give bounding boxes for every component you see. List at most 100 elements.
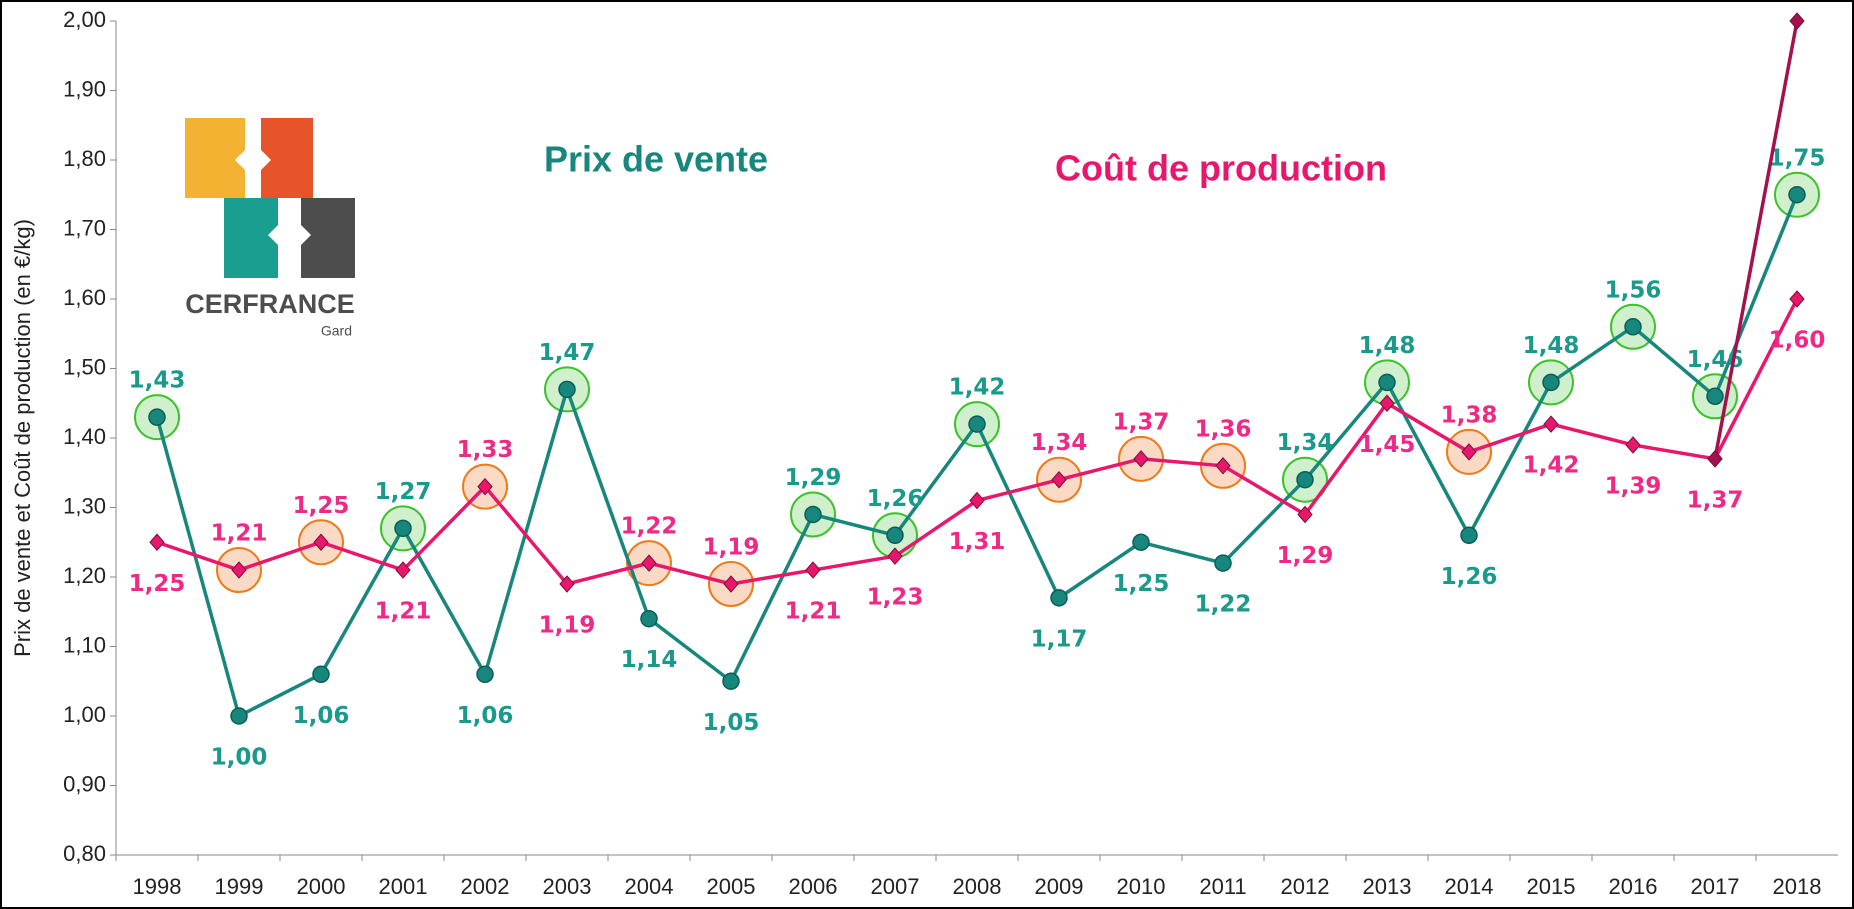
marker bbox=[1296, 470, 1314, 489]
marker bbox=[804, 505, 822, 524]
marker bbox=[641, 554, 657, 572]
value-label: 1,14 bbox=[621, 647, 678, 673]
marker bbox=[1625, 436, 1641, 454]
marker bbox=[968, 415, 986, 433]
value-label: 1,19 bbox=[703, 534, 760, 560]
value-label: 1,38 bbox=[1441, 402, 1498, 428]
marker bbox=[1461, 443, 1477, 461]
value-label: 1,43 bbox=[129, 368, 186, 394]
marker bbox=[1543, 415, 1559, 433]
value-label: 1,34 bbox=[1031, 430, 1088, 456]
marker bbox=[1050, 589, 1068, 607]
x-tick-label: 2011 bbox=[1199, 874, 1246, 899]
y-tick-label: 1,20 bbox=[63, 563, 106, 588]
marker bbox=[640, 609, 658, 628]
value-label: 1,06 bbox=[457, 703, 514, 729]
value-label: 1,23 bbox=[867, 585, 924, 611]
marker bbox=[1789, 12, 1805, 30]
x-tick-label: 2007 bbox=[871, 874, 920, 899]
marker bbox=[1707, 450, 1723, 468]
y-tick-label: 1,40 bbox=[63, 424, 106, 449]
value-label: 1,25 bbox=[293, 493, 350, 519]
x-tick-label: 2014 bbox=[1445, 874, 1494, 899]
x-tick-label: 2006 bbox=[789, 874, 838, 899]
value-label: 1,00 bbox=[211, 745, 268, 771]
x-tick-label: 2005 bbox=[707, 874, 756, 899]
x-tick-label: 2015 bbox=[1527, 874, 1576, 899]
logo-tile bbox=[301, 198, 355, 278]
x-tick-label: 2008 bbox=[953, 874, 1002, 899]
y-tick-label: 1,80 bbox=[63, 146, 106, 171]
marker bbox=[1215, 457, 1231, 475]
y-tick-label: 1,30 bbox=[63, 493, 106, 518]
marker bbox=[476, 665, 494, 684]
marker bbox=[1297, 505, 1313, 524]
value-label: 1,42 bbox=[949, 375, 1006, 401]
y-tick-label: 1,50 bbox=[63, 354, 106, 379]
value-label: 1,34 bbox=[1277, 430, 1334, 456]
y-tick-label: 1,00 bbox=[63, 702, 106, 727]
value-label: 1,42 bbox=[1523, 453, 1580, 479]
marker bbox=[887, 547, 903, 565]
value-label: 1,26 bbox=[867, 486, 924, 512]
value-label: 1,06 bbox=[293, 703, 350, 729]
logo-sub: Gard bbox=[321, 323, 352, 339]
value-label: 1,05 bbox=[703, 710, 760, 736]
value-label: 1,27 bbox=[375, 479, 432, 505]
y-tick-label: 1,70 bbox=[63, 215, 106, 240]
y-tick-label: 0,90 bbox=[63, 771, 106, 796]
x-tick-label: 2012 bbox=[1281, 874, 1330, 899]
marker bbox=[230, 707, 248, 725]
logo-tile bbox=[224, 198, 278, 278]
y-tick-label: 0,80 bbox=[63, 841, 106, 866]
value-label: 1,25 bbox=[1113, 571, 1170, 597]
value-label: 1,31 bbox=[949, 529, 1006, 555]
logo-tile bbox=[261, 118, 313, 198]
logo: CERFRANCE Gard bbox=[185, 118, 355, 339]
value-label: 1,21 bbox=[785, 599, 842, 625]
value-label: 1,17 bbox=[1031, 626, 1088, 652]
logo-name: CERFRANCE bbox=[185, 289, 355, 319]
series-line bbox=[1713, 20, 1799, 460]
marker bbox=[1789, 290, 1805, 308]
marker bbox=[722, 672, 740, 690]
value-label: 1,36 bbox=[1195, 416, 1252, 442]
x-tick-label: 2017 bbox=[1691, 874, 1740, 899]
logo-tile bbox=[185, 118, 245, 198]
y-tick-label: 1,10 bbox=[63, 632, 106, 657]
value-label: 1,47 bbox=[539, 340, 596, 366]
x-tick-label: 1999 bbox=[215, 874, 264, 899]
marker bbox=[1214, 554, 1232, 572]
marker bbox=[1132, 533, 1150, 551]
value-label: 1,48 bbox=[1523, 333, 1580, 359]
x-tick-label: 2018 bbox=[1773, 874, 1822, 899]
marker bbox=[148, 408, 166, 426]
value-label: 1,45 bbox=[1359, 432, 1416, 458]
value-label: 1,22 bbox=[621, 514, 678, 540]
y-tick-label: 1,90 bbox=[63, 76, 106, 101]
x-tick-label: 2001 bbox=[379, 874, 428, 899]
x-tick-label: 2013 bbox=[1363, 874, 1412, 899]
x-tick-label: 2000 bbox=[297, 874, 346, 899]
marker bbox=[1460, 526, 1478, 545]
value-label: 1,25 bbox=[129, 571, 186, 597]
value-label: 1,19 bbox=[539, 612, 596, 638]
series-label: Prix de vente bbox=[544, 139, 768, 180]
value-label: 1,75 bbox=[1769, 145, 1826, 171]
marker bbox=[886, 526, 904, 545]
x-tick-label: 2009 bbox=[1035, 874, 1084, 899]
x-tick-label: 2002 bbox=[461, 874, 510, 899]
x-tick-label: 2003 bbox=[543, 874, 592, 899]
marker bbox=[1133, 450, 1149, 468]
marker bbox=[559, 575, 575, 593]
value-label: 1,21 bbox=[211, 521, 268, 547]
marker bbox=[1624, 318, 1642, 336]
marker bbox=[312, 665, 330, 684]
value-label: 1,22 bbox=[1195, 592, 1252, 618]
value-label: 1,48 bbox=[1359, 333, 1416, 359]
x-tick-label: 2010 bbox=[1117, 874, 1166, 899]
marker bbox=[395, 561, 411, 579]
y-tick-label: 1,60 bbox=[63, 285, 106, 310]
